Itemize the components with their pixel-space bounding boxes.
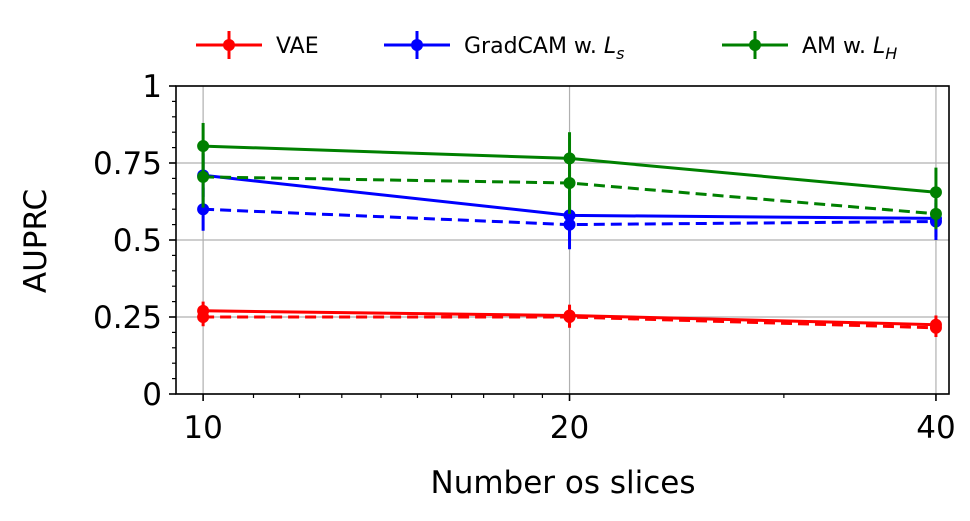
series-1 [197,306,942,338]
legend-marker [411,39,423,51]
y-tick-label: 0.25 [93,300,162,336]
legend-entry: VAE [196,31,319,59]
y-tick-label: 0.75 [93,146,162,182]
y-tick-label: 1 [142,69,162,105]
data-point [563,177,576,190]
axis-layer: 10 20 40 0 0.25 0.5 0.75 1 [93,69,956,446]
legend-marker [223,39,235,51]
data-point [197,311,210,323]
x-tick-label: 40 [916,410,955,446]
data-point [197,170,210,183]
y-axis-label: AUPRC [18,189,54,293]
x-tick-label: 10 [183,410,222,446]
data-point [929,186,942,199]
series-layer [197,122,942,338]
data-point [929,321,942,334]
series-5 [197,146,942,230]
legend-label: GradCAM w. Ls [464,34,625,63]
x-axis-label: Number os slices [431,465,696,501]
data-point [563,311,576,323]
grid-layer [176,85,949,395]
legend-marker [749,39,761,51]
legend: VAE GradCAM w. Ls AM w. LH [196,31,897,63]
legend-label: VAE [276,34,319,59]
data-point [197,203,210,216]
legend-entry: GradCAM w. Ls [384,31,625,63]
y-tick-label: 0 [142,377,162,413]
data-point [929,207,942,220]
legend-entry: AM w. LH [722,31,897,63]
x-tick-label: 20 [550,410,589,446]
data-point [563,218,576,231]
minor-tick-layer [172,100,785,398]
legend-label: AM w. LH [802,34,897,63]
y-tick-label: 0.5 [113,223,162,259]
